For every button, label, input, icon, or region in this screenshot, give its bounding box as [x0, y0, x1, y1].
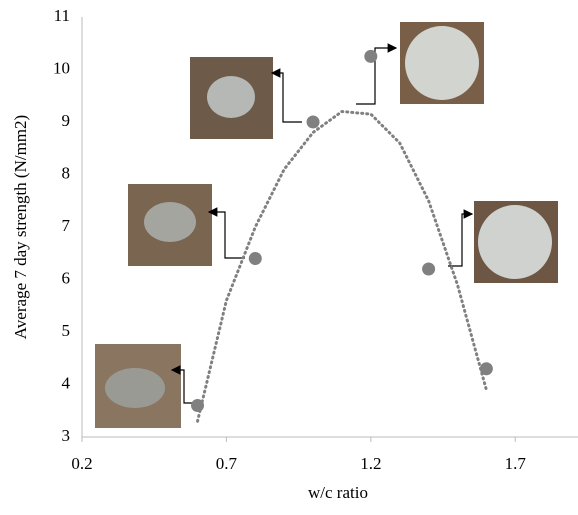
- y-tick-label: 10: [53, 58, 70, 77]
- arrow: [209, 212, 245, 258]
- point: [364, 50, 377, 63]
- arrow: [272, 73, 302, 122]
- x-tick-label: 0.2: [71, 454, 92, 473]
- trendline: [198, 112, 487, 422]
- photo-sample: [405, 26, 479, 100]
- y-tick-label: 8: [62, 163, 71, 182]
- y-tick-label: 4: [62, 373, 71, 392]
- y-tick-label: 3: [62, 426, 71, 445]
- y-tick-label: 7: [62, 216, 71, 235]
- photo-sample: [207, 76, 255, 118]
- x-tick-label: 1.2: [360, 454, 381, 473]
- photo-sample: [105, 368, 165, 408]
- point: [480, 362, 493, 375]
- y-tick-label: 5: [62, 321, 71, 340]
- x-tick-label: 1.7: [505, 454, 527, 473]
- y-tick-label: 6: [62, 268, 71, 287]
- x-axis-label: w/c ratio: [308, 483, 368, 502]
- arrow: [448, 214, 472, 266]
- x-tick-label: 0.7: [216, 454, 238, 473]
- point: [307, 116, 320, 129]
- chart: w/c ratio Average 7 day strength (N/mm2)…: [0, 0, 578, 510]
- point: [191, 399, 204, 412]
- y-tick-label: 9: [62, 111, 71, 130]
- photo-sample: [144, 202, 196, 242]
- y-axis-label: Average 7 day strength (N/mm2): [11, 115, 30, 339]
- photo-sample: [478, 205, 552, 279]
- point: [249, 252, 262, 265]
- point: [422, 263, 435, 276]
- y-tick-label: 11: [54, 6, 70, 25]
